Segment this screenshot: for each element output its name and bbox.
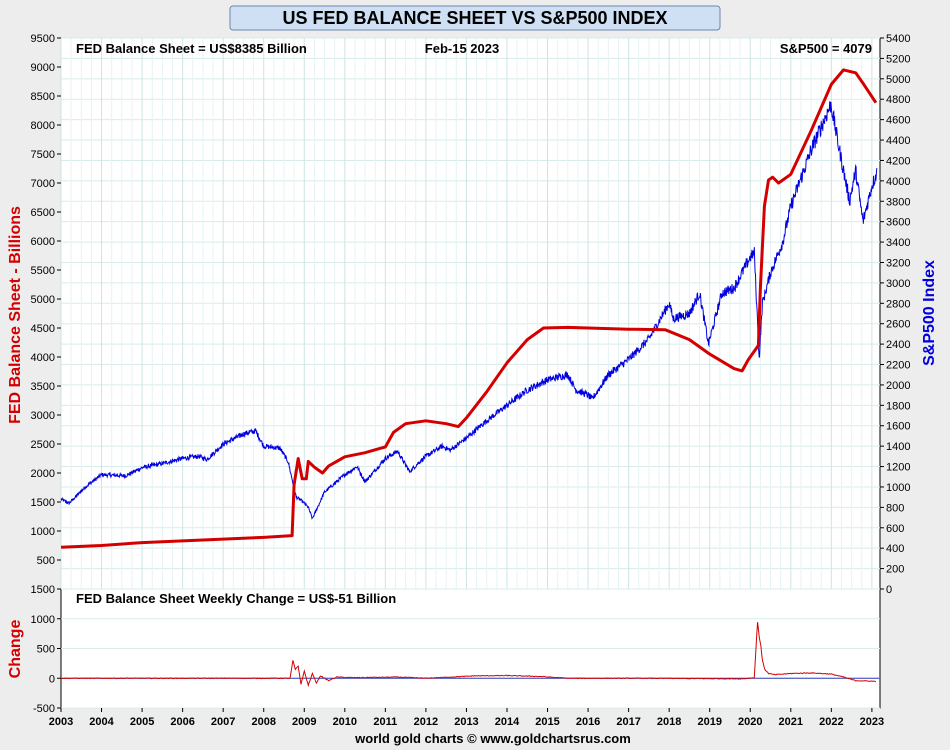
lower-axis-ticks: -500 0 500 1000 1500 xyxy=(31,584,61,715)
change-layer xyxy=(60,622,880,688)
left-tick-label: 3500 xyxy=(31,381,55,393)
left-axis-label: FED Balance Sheet - Billions xyxy=(7,206,24,424)
left-tick-label: 9000 xyxy=(31,62,55,74)
x-tick-label: 2005 xyxy=(130,716,154,728)
right-tick-label: 4000 xyxy=(886,176,910,188)
right-axis-label: S&P500 Index xyxy=(921,260,938,366)
footer-credit: world gold charts © www.goldchartsrus.co… xyxy=(354,731,631,746)
right-tick-label: 1800 xyxy=(886,400,910,412)
left-tick-label: 6000 xyxy=(31,236,55,248)
left-tick-label: 8000 xyxy=(31,120,55,132)
left-tick-label: 2000 xyxy=(31,468,55,480)
x-tick-label: 2023 xyxy=(860,716,884,728)
right-tick-label: 2000 xyxy=(886,380,910,392)
right-tick-label: 5400 xyxy=(886,33,910,45)
right-tick-label: 800 xyxy=(886,502,904,514)
x-tick-label: 2009 xyxy=(292,716,316,728)
left-tick-label: 8500 xyxy=(31,91,55,103)
right-tick-label: 2200 xyxy=(886,360,910,372)
left-tick-label: 9500 xyxy=(31,33,55,45)
right-tick-label: 4400 xyxy=(886,135,910,147)
x-tick-label: 2018 xyxy=(657,716,681,728)
weekly-change-line xyxy=(60,622,876,688)
left-tick-label: 5500 xyxy=(31,265,55,277)
chart-title: US FED BALANCE SHEET VS S&P500 INDEX xyxy=(282,8,667,28)
x-tick-label: 2006 xyxy=(170,716,194,728)
header-spx-value: S&P500 = 4079 xyxy=(780,41,872,56)
lower-tick-label: 1000 xyxy=(31,614,55,626)
x-tick-label: 2003 xyxy=(49,716,73,728)
lower-tick-label: -500 xyxy=(33,703,55,715)
right-tick-label: 5200 xyxy=(886,53,910,65)
header-date: Feb-15 2023 xyxy=(425,41,499,56)
x-tick-label: 2013 xyxy=(454,716,478,728)
x-tick-label: 2004 xyxy=(89,716,114,728)
right-tick-label: 3800 xyxy=(886,196,910,208)
spx-layer xyxy=(60,101,878,520)
right-tick-label: 1400 xyxy=(886,441,910,453)
x-tick-label: 2021 xyxy=(779,716,803,728)
x-tick-label: 2011 xyxy=(373,716,397,728)
left-tick-label: 4000 xyxy=(31,352,55,364)
right-tick-label: 2800 xyxy=(886,298,910,310)
fed-layer xyxy=(60,68,878,549)
x-tick-label: 2019 xyxy=(697,716,721,728)
left-tick-label: 7500 xyxy=(31,149,55,161)
left-tick-label: 500 xyxy=(37,555,55,567)
header-fed-value: FED Balance Sheet = US$8385 Billion xyxy=(76,41,307,56)
x-tick-label: 2017 xyxy=(616,716,640,728)
title-banner xyxy=(229,5,721,31)
right-tick-label: 4800 xyxy=(886,94,910,106)
right-tick-label: 1200 xyxy=(886,462,910,474)
right-tick-label: 4600 xyxy=(886,115,910,127)
lower-panel-title: FED Balance Sheet Weekly Change = US$-51… xyxy=(76,591,396,606)
right-tick-label: 2600 xyxy=(886,319,910,331)
right-tick-label: 400 xyxy=(886,543,904,555)
fed-balance-line xyxy=(60,68,878,549)
left-tick-label: 1500 xyxy=(31,497,55,509)
x-tick-label: 2008 xyxy=(251,716,275,728)
right-tick-label: 1000 xyxy=(886,482,910,494)
left-tick-label: 6500 xyxy=(31,207,55,219)
right-tick-label: 0 xyxy=(886,584,892,596)
left-tick-label: 3000 xyxy=(31,410,55,422)
right-tick-label: 3600 xyxy=(886,217,910,229)
right-tick-label: 3200 xyxy=(886,257,910,269)
x-tick-label: 2012 xyxy=(414,716,438,728)
x-tick-label: 2020 xyxy=(738,716,762,728)
left-tick-label: 1000 xyxy=(31,526,55,538)
lower-tick-label: 1500 xyxy=(31,584,55,596)
right-tick-label: 600 xyxy=(886,523,904,535)
right-tick-label: 5000 xyxy=(886,74,910,86)
right-tick-label: 3000 xyxy=(886,278,910,290)
x-axis-ticks: 2003 2004 2005 2006 2007 2008 2009 2010 2011 2012… xyxy=(49,708,884,728)
spx-line xyxy=(60,101,878,520)
lower-tick-label: 0 xyxy=(49,673,55,685)
right-tick-label: 200 xyxy=(886,564,904,576)
x-tick-label: 2014 xyxy=(495,716,520,728)
right-tick-label: 2400 xyxy=(886,339,910,351)
x-tick-label: 2022 xyxy=(819,716,843,728)
left-axis-ticks: 500 1000 1500 2000 2500 3000 3500 4000 4500 5000 5… xyxy=(31,33,61,567)
lower-tick-label: 500 xyxy=(37,644,55,656)
lower-axis-label: Change xyxy=(7,620,24,679)
right-tick-label: 4200 xyxy=(886,155,910,167)
left-tick-label: 5000 xyxy=(31,294,55,306)
right-axis-ticks: 0 200 400 600 800 1000 1200 1400 1600 1800 2000 220… xyxy=(880,33,910,596)
x-tick-label: 2015 xyxy=(535,716,559,728)
left-tick-label: 7000 xyxy=(31,178,55,190)
right-tick-label: 1600 xyxy=(886,421,910,433)
left-tick-label: 4500 xyxy=(31,323,55,335)
x-tick-label: 2007 xyxy=(211,716,235,728)
right-tick-label: 3400 xyxy=(886,237,910,249)
left-tick-label: 2500 xyxy=(31,439,55,451)
x-tick-label: 2010 xyxy=(333,716,357,728)
upper-plot-area xyxy=(60,37,881,590)
x-tick-label: 2016 xyxy=(576,716,600,728)
